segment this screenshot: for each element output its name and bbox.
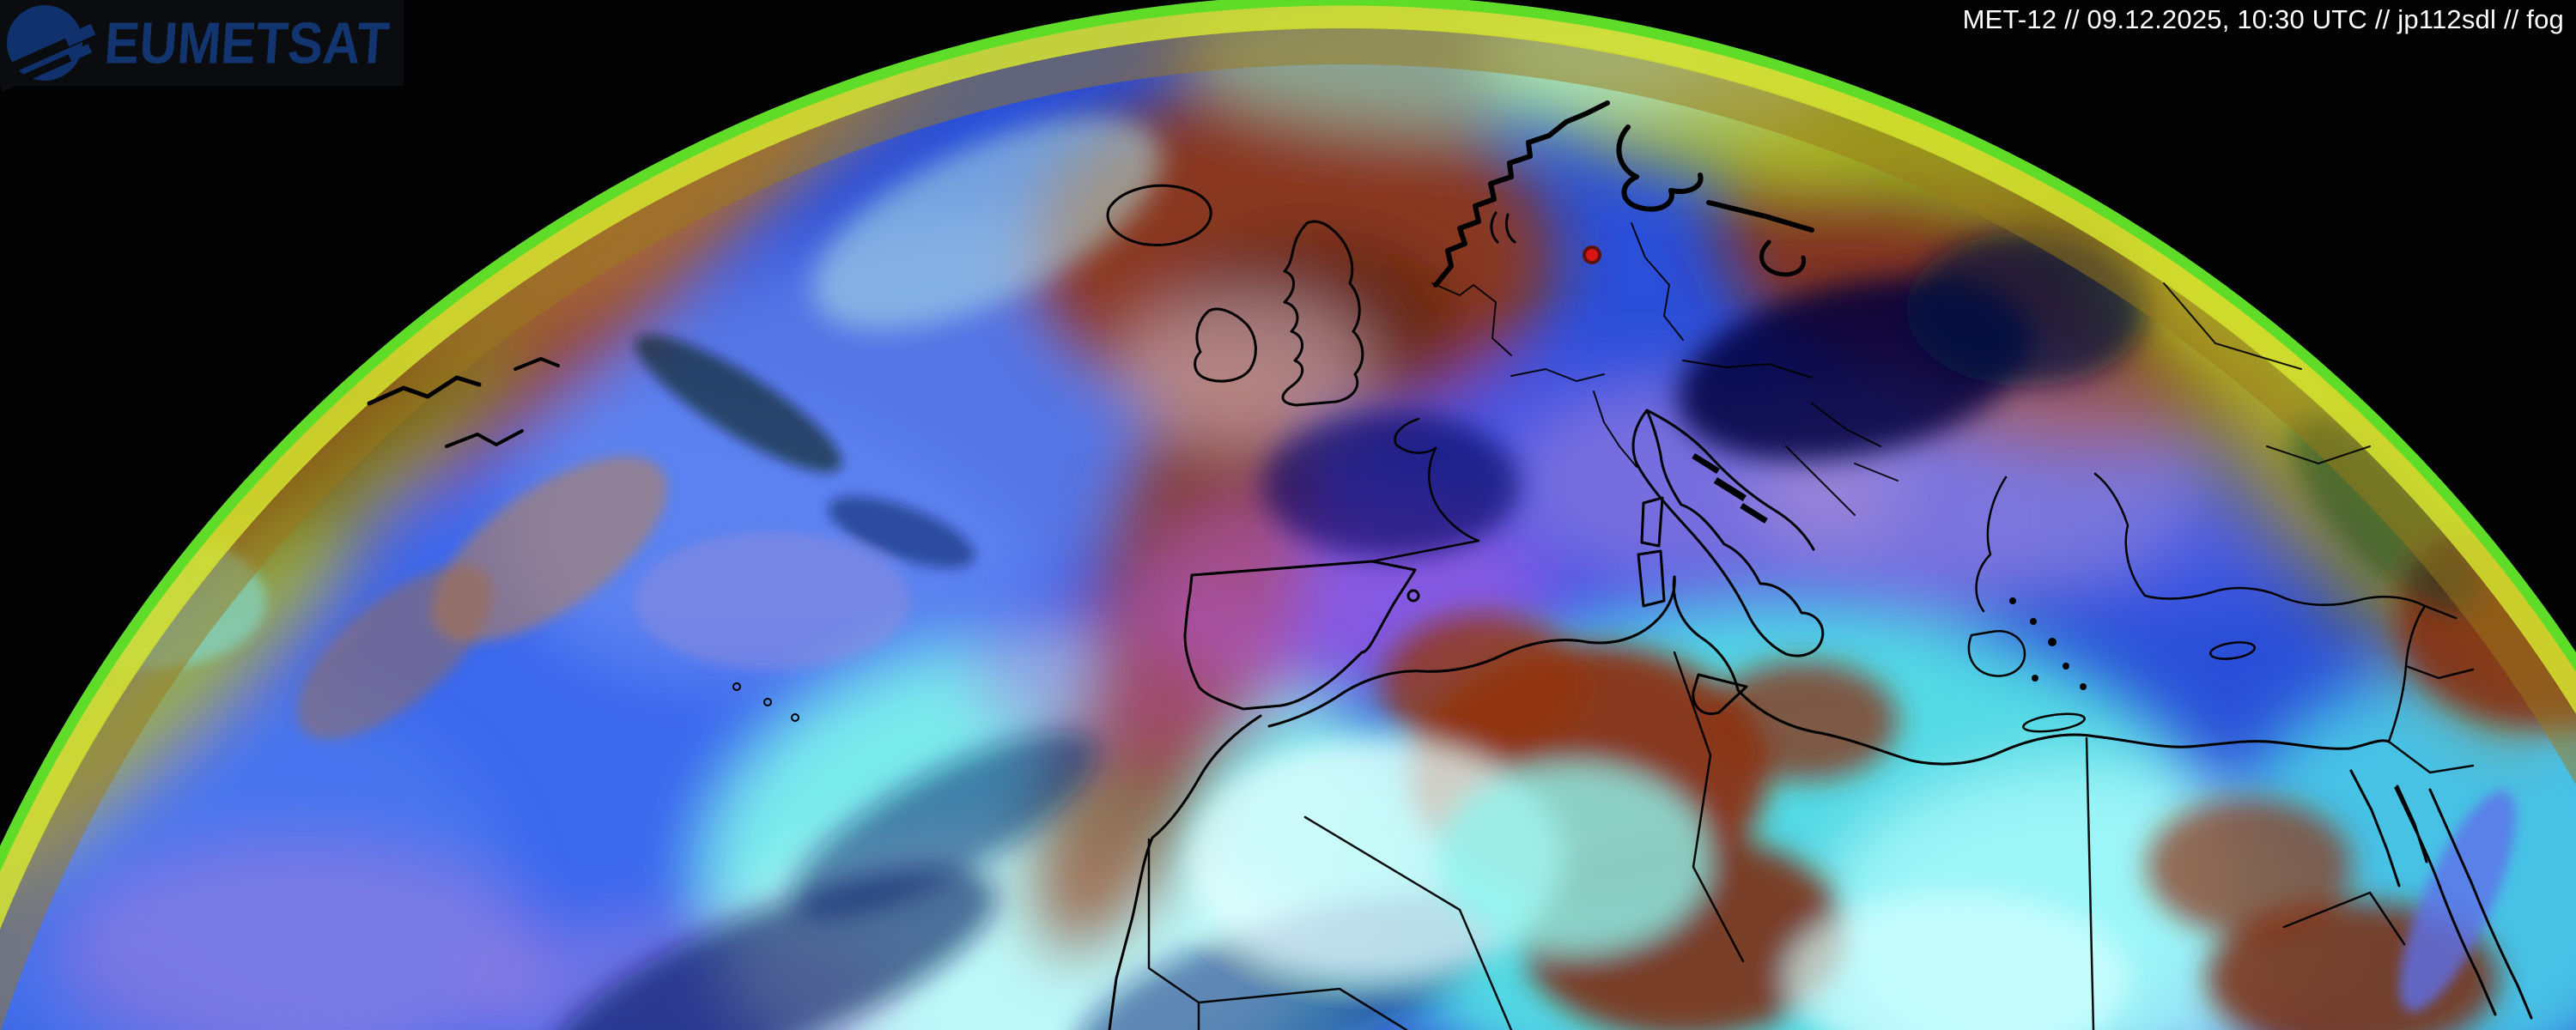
image-caption: MET-12 // 09.12.2025, 10:30 UTC // jp112…: [1962, 4, 2564, 34]
eumetsat-globe-icon: [0, 5, 106, 93]
location-marker: [1583, 245, 1601, 264]
eumetsat-wordmark: EUMETSAT: [102, 9, 392, 76]
coastline-border-overlay: [367, 100, 2533, 1030]
eumetsat-logo: EUMETSAT: [0, 0, 404, 93]
